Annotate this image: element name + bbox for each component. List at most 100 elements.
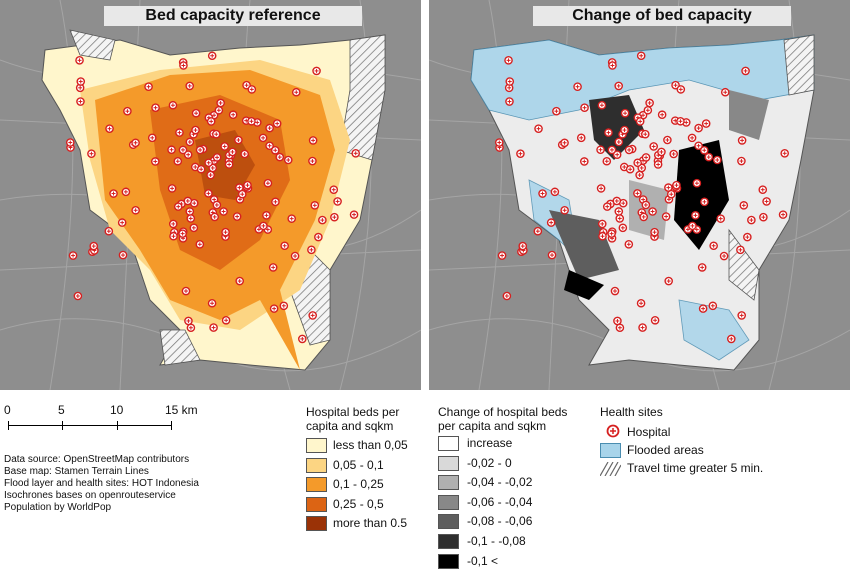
hospital-marker <box>758 185 768 194</box>
travel-time-hatch-icon <box>600 462 621 476</box>
hospital-marker <box>737 156 746 166</box>
flooded-area-north <box>470 34 815 121</box>
scale-tick-label-15: 15 km <box>165 403 198 417</box>
hospital-marker <box>607 229 616 238</box>
hospital-marker <box>329 185 339 194</box>
legend-beds-title-2: capita and sqkm <box>306 419 394 433</box>
hospital-marker <box>183 196 193 206</box>
hospital-marker <box>664 183 673 192</box>
scale-tick <box>62 421 63 430</box>
hospital-marker <box>694 123 703 133</box>
hospital-marker <box>210 212 219 222</box>
hospital-marker <box>657 110 667 120</box>
change-dark-b <box>674 140 729 250</box>
hospital-marker <box>291 87 301 97</box>
scale-tick <box>117 421 118 430</box>
hospital-marker <box>258 133 268 143</box>
hospital-marker <box>580 157 589 166</box>
hospital-marker <box>185 81 194 91</box>
hospital-marker <box>547 250 557 260</box>
hospital-marker <box>762 197 771 206</box>
hospital-marker <box>271 197 280 207</box>
hospital-marker <box>183 150 193 159</box>
hospital-marker <box>648 207 657 216</box>
hospital-marker <box>697 263 707 272</box>
hospital-marker <box>207 51 217 61</box>
hospital-marker <box>612 150 622 159</box>
hospital-marker <box>310 201 320 210</box>
hospital-marker <box>185 207 195 216</box>
hospital-marker <box>191 125 200 135</box>
source-line: Base map: Stamen Terrain Lines <box>4 466 149 477</box>
hospital-marker <box>214 105 224 115</box>
hospital-marker <box>206 170 215 180</box>
hospital-marker <box>737 311 746 320</box>
hospital-marker <box>759 212 768 222</box>
hospital-marker <box>243 180 252 190</box>
hospital-marker <box>283 155 293 165</box>
legend-change-class-swatch <box>438 534 459 549</box>
hospital-marker <box>635 170 644 180</box>
hospital-marker <box>76 77 86 86</box>
hospital-marker <box>688 221 697 231</box>
change-dark-d <box>564 270 604 300</box>
hospital-marker <box>560 205 569 215</box>
hospital-marker <box>76 97 85 106</box>
hospital-marker <box>598 231 607 241</box>
hospital-marker <box>131 205 140 215</box>
hospital-marker <box>640 129 650 139</box>
hospital-marker <box>168 219 178 229</box>
hospital-marker <box>196 164 206 174</box>
legend-beds-class-swatch <box>306 496 327 512</box>
hospital-marker <box>219 207 228 216</box>
hospital-marker <box>65 138 75 147</box>
hospital-marker <box>262 211 271 220</box>
hospital-marker <box>704 152 714 162</box>
travel-hatch-ne <box>783 34 815 96</box>
legend-change-class-label: -0,02 - 0 <box>467 455 512 470</box>
hospital-marker <box>207 298 217 308</box>
hospital-marker <box>780 149 790 158</box>
hospital-marker <box>624 145 634 155</box>
hospital-marker <box>259 221 268 231</box>
hospital-marker <box>645 98 654 108</box>
hospital-marker <box>89 241 99 251</box>
legend-beds-class-label: 0,25 - 0,5 <box>333 496 384 511</box>
hospital-marker <box>178 145 188 155</box>
hospital-marker <box>638 323 647 332</box>
hospital-marker <box>739 201 749 210</box>
hospital-marker <box>700 197 709 207</box>
hospital-marker <box>147 133 157 143</box>
hospital-marker <box>620 108 630 118</box>
hospital-marker <box>247 116 256 126</box>
hospital-marker <box>672 180 681 190</box>
hospital-marker <box>290 251 300 261</box>
hospital-marker <box>692 178 702 188</box>
hospital-marker <box>287 214 296 223</box>
map-change-bed-capacity: Change of bed capacity <box>429 0 850 390</box>
change-dark-a <box>589 95 644 160</box>
hospital-marker <box>580 103 589 113</box>
hospital-marker <box>307 245 316 255</box>
hospital-marker <box>701 119 711 128</box>
hospital-marker <box>736 245 745 255</box>
hospital-marker <box>228 110 238 120</box>
hospital-marker <box>212 200 222 210</box>
travel-hatch-se <box>728 228 760 301</box>
sources-block: Data source: OpenStreetMap contributors … <box>4 454 294 514</box>
hospital-marker <box>221 315 231 325</box>
hospital-marker <box>747 215 756 225</box>
hospital-marker <box>743 232 752 242</box>
hospital-marker <box>349 210 359 219</box>
hospital-marker <box>75 56 84 65</box>
hospital-marker <box>618 198 628 208</box>
hospital-marker <box>104 226 114 236</box>
hospital-marker <box>185 137 195 147</box>
hospital-markers-left <box>65 51 361 344</box>
hospital-marker <box>265 123 274 133</box>
hospital-marker <box>204 158 213 168</box>
hospital-marker <box>602 156 612 166</box>
travel-hatch-sw <box>159 329 201 366</box>
hospital-marker <box>641 153 651 162</box>
hospital-marker <box>633 158 642 168</box>
